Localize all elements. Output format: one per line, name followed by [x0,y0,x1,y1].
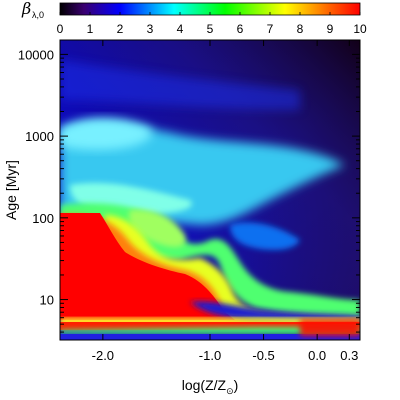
colorbar-tick-label: 7 [267,22,274,36]
colorbar-tick-label: 3 [147,22,154,36]
heatmap-field [60,40,360,340]
x-tick-label: -2.0 [92,348,114,363]
y-tick-label: 10000 [18,47,54,62]
colorbar-tick-label: 8 [297,22,304,36]
y-tick-label: 100 [32,211,54,226]
x-tick-label: -1.0 [199,348,221,363]
x-tick-label: 0.0 [308,348,326,363]
x-tick-label: 0.3 [340,348,358,363]
y-tick-label: 10 [40,293,54,308]
colorbar-tick-label: 0 [57,22,64,36]
colorbar-tick-label: 9 [327,22,334,36]
x-axis: -2.0 -1.0 -0.5 0.0 0.3 [92,40,358,363]
colorbar-label: β [21,0,31,18]
y-tick-label: 1000 [25,129,54,144]
colorbar-tick-label: 10 [353,22,367,36]
x-axis-label: log(Z/Z⊙) [182,377,239,396]
colorbar-tick-label: 6 [237,22,244,36]
y-axis-label: Age [Myr] [3,160,19,220]
x-tick-label: -0.5 [252,348,274,363]
colorbar-tick-label: 5 [207,22,214,36]
colorbar-tick-label: 4 [177,22,184,36]
colorbar: 0 1 2 3 4 5 6 7 8 9 10 β λ,0 [21,0,367,36]
colorbar-label-subscript: λ,0 [32,10,44,20]
colorbar-tick-label: 1 [87,22,94,36]
colorbar-ticks: 0 1 2 3 4 5 6 7 8 9 10 [57,12,367,36]
colorbar-tick-label: 2 [117,22,124,36]
y-axis: 10 100 1000 10000 [18,47,360,333]
